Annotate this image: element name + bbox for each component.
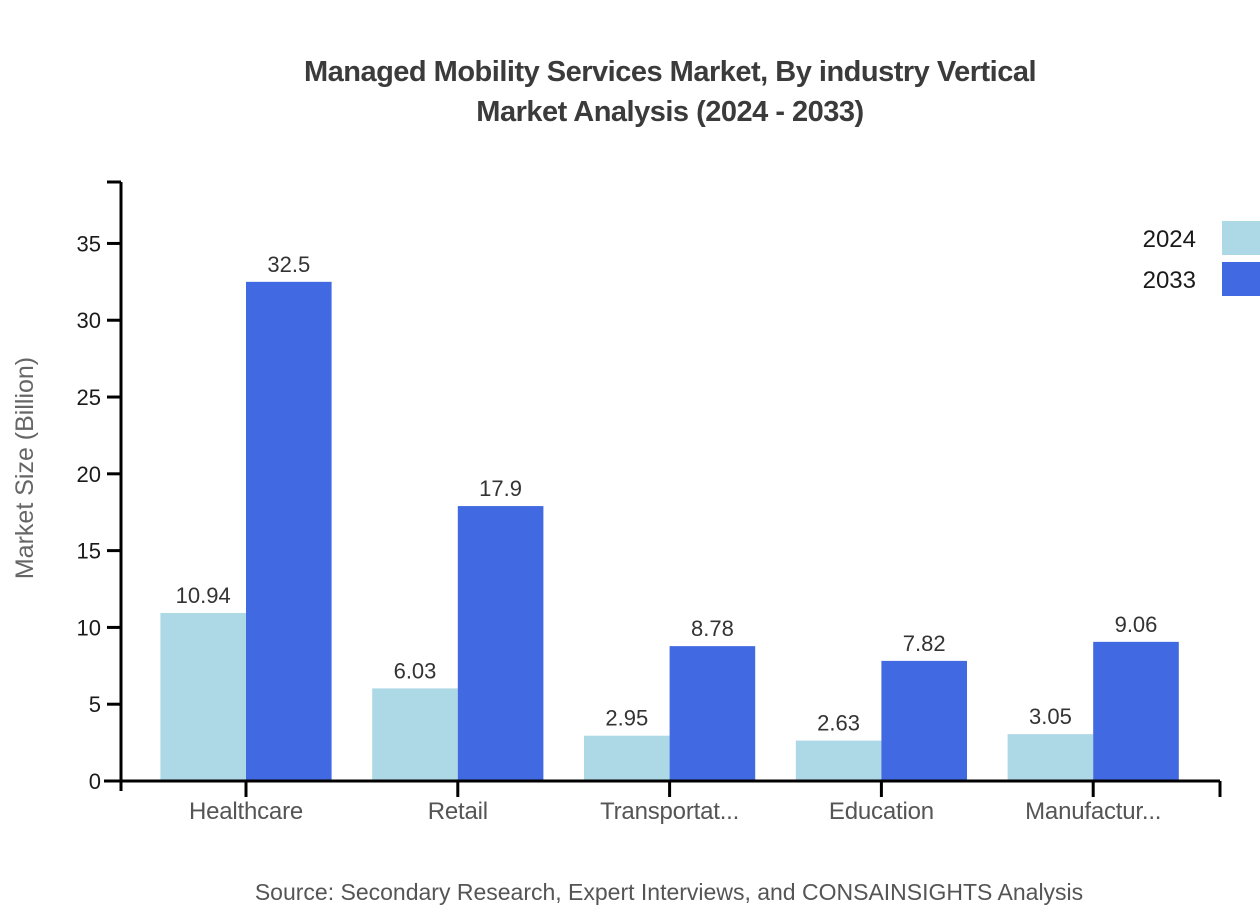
value-label-2033-retail: 17.9 xyxy=(479,476,522,501)
legend-swatch-2024 xyxy=(1222,221,1260,255)
bar-2024-education xyxy=(795,740,882,781)
legend: 2024 2033 xyxy=(1143,221,1260,296)
legend-item-2033: 2033 xyxy=(1143,262,1260,296)
bar-2024-transportat xyxy=(584,735,670,781)
value-label-2024-education: 2.63 xyxy=(817,711,860,736)
chart-title-line2: Market Analysis (2024 - 2033) xyxy=(476,96,863,128)
bar-2033-retail xyxy=(457,506,544,781)
y-tick-label: 35 xyxy=(77,231,101,256)
y-tick-label: 0 xyxy=(89,769,101,794)
x-axis-category-label-manufactur: Manufactur... xyxy=(1025,798,1161,825)
value-label-2024-healthcare: 10.94 xyxy=(176,583,231,608)
value-label-2024-retail: 6.03 xyxy=(394,658,437,683)
value-label-2033-transportat: 8.78 xyxy=(691,616,734,641)
bar-2033-education xyxy=(881,660,967,781)
y-axis-title: Market Size (Billion) xyxy=(11,357,39,579)
value-label-2033-manufactur: 9.06 xyxy=(1115,612,1158,637)
bar-2024-retail xyxy=(372,688,458,781)
y-axis-ticks: 0 5 10 15 20 25 30 35 xyxy=(77,231,121,794)
x-axis-category-label-education: Education xyxy=(829,798,934,825)
x-axis-category-label-healthcare: Healthcare xyxy=(189,798,303,825)
y-tick-label: 25 xyxy=(77,385,101,410)
source-note: Source: Secondary Research, Expert Inter… xyxy=(255,879,1083,905)
bar-2033-manufactur xyxy=(1093,641,1179,781)
chart-title-line1: Managed Mobility Services Market, By ind… xyxy=(304,56,1036,88)
y-tick-label: 20 xyxy=(77,462,101,487)
legend-label-2024: 2024 xyxy=(1143,226,1196,253)
bar-2033-transportat xyxy=(669,646,756,781)
bars: 10.94 32.5 6.03 17.9 2.95 8.78 2.63 7.82 3.05 9.0… xyxy=(160,252,1179,781)
x-axis-category-label-retail: Retail xyxy=(428,798,488,825)
axis-lines xyxy=(104,180,1222,797)
legend-swatch-2033 xyxy=(1222,262,1260,296)
value-label-2033-education: 7.82 xyxy=(903,631,946,656)
y-tick-label: 15 xyxy=(77,539,101,564)
y-tick-label: 10 xyxy=(77,615,101,640)
y-tick-label: 30 xyxy=(77,308,101,333)
value-label-2033-healthcare: 32.5 xyxy=(267,252,310,277)
bar-2024-healthcare xyxy=(160,612,246,781)
x-axis-category-label-transportat: Transportat... xyxy=(600,798,739,825)
value-label-2024-manufactur: 3.05 xyxy=(1029,704,1072,729)
bar-2033-healthcare xyxy=(246,281,332,781)
y-tick-label: 5 xyxy=(89,692,101,717)
bar-2024-manufactur xyxy=(1007,734,1094,781)
legend-item-2024: 2024 xyxy=(1143,221,1260,255)
legend-label-2033: 2033 xyxy=(1143,267,1196,294)
value-label-2024-transportat: 2.95 xyxy=(605,706,648,731)
x-axis-ticks: Healthcare Retail Transportat... Education M… xyxy=(189,781,1161,825)
